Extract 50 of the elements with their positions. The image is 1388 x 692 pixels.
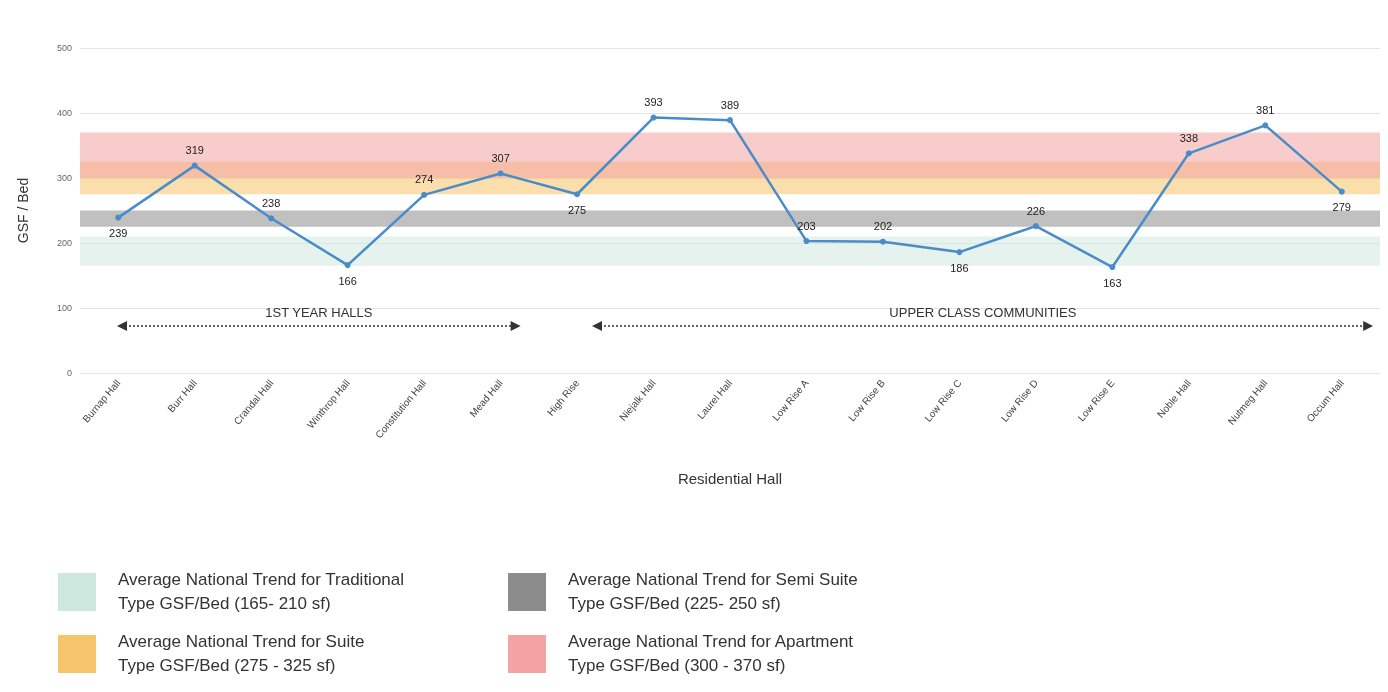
y-tick-label: 300: [56, 173, 72, 183]
data-label: 319: [185, 144, 204, 157]
data-label: 275: [567, 203, 587, 216]
data-label: 338: [1179, 131, 1198, 144]
annotation: UPPER CLASS COMMUNITIES: [888, 305, 1078, 320]
point: [268, 215, 275, 222]
data-label: 203: [797, 219, 816, 232]
y-tick-label: 100: [56, 303, 72, 313]
point: [1338, 188, 1345, 195]
y-tick-label: 200: [56, 238, 72, 248]
point: [650, 114, 657, 121]
data-label: 279: [1332, 201, 1351, 214]
data-label: 389: [720, 98, 740, 111]
data-label: 163: [1103, 276, 1122, 289]
annotation: 1ST YEAR HALLS: [264, 305, 374, 320]
point: [421, 191, 428, 198]
point: [727, 117, 733, 124]
data-label: 226: [1026, 204, 1046, 217]
point: [115, 214, 122, 221]
data-label: 239: [109, 227, 128, 240]
data-label: 274: [414, 173, 434, 186]
point: [1109, 264, 1116, 271]
data-label: 166: [338, 274, 357, 287]
point: [1262, 122, 1269, 129]
legend-label: Average National Trend for Semi Suite Type GSF/Bed (225- 250 sf): [568, 569, 858, 615]
y-axis-title: GSF / Bed: [15, 177, 31, 244]
point: [803, 238, 810, 245]
x-axis-title: Residential Hall: [677, 470, 783, 487]
data-label: 307: [491, 151, 510, 164]
point: [191, 162, 198, 169]
x-tick-label: Low Rise E: [1075, 377, 1117, 424]
point: [574, 191, 581, 198]
data-label: 238: [262, 196, 281, 209]
point: [1185, 150, 1192, 157]
y-tick-label: 400: [56, 108, 72, 118]
legend-label: Average National Trend for Suite Type GSF/Bed (275 - 325 sf): [118, 631, 365, 677]
data-label: 381: [1256, 103, 1275, 116]
legend-label: Average National Trend for Apartment Type GSF/Bed (300 - 370 sf): [568, 631, 854, 677]
point: [344, 262, 351, 269]
legend-label: Average National Trend for Traditional Type GSF/Bed (165- 210 sf): [118, 569, 405, 615]
data-label: 393: [644, 96, 663, 109]
data-label: 186: [950, 261, 969, 274]
y-tick-label: 500: [56, 43, 72, 53]
point: [1032, 223, 1039, 230]
x-tick-label: Low Rise A: [770, 377, 811, 423]
y-tick-label: 0: [66, 368, 72, 378]
point: [497, 170, 504, 177]
data-label: 202: [873, 220, 893, 233]
point: [879, 238, 886, 245]
point: [956, 249, 963, 256]
